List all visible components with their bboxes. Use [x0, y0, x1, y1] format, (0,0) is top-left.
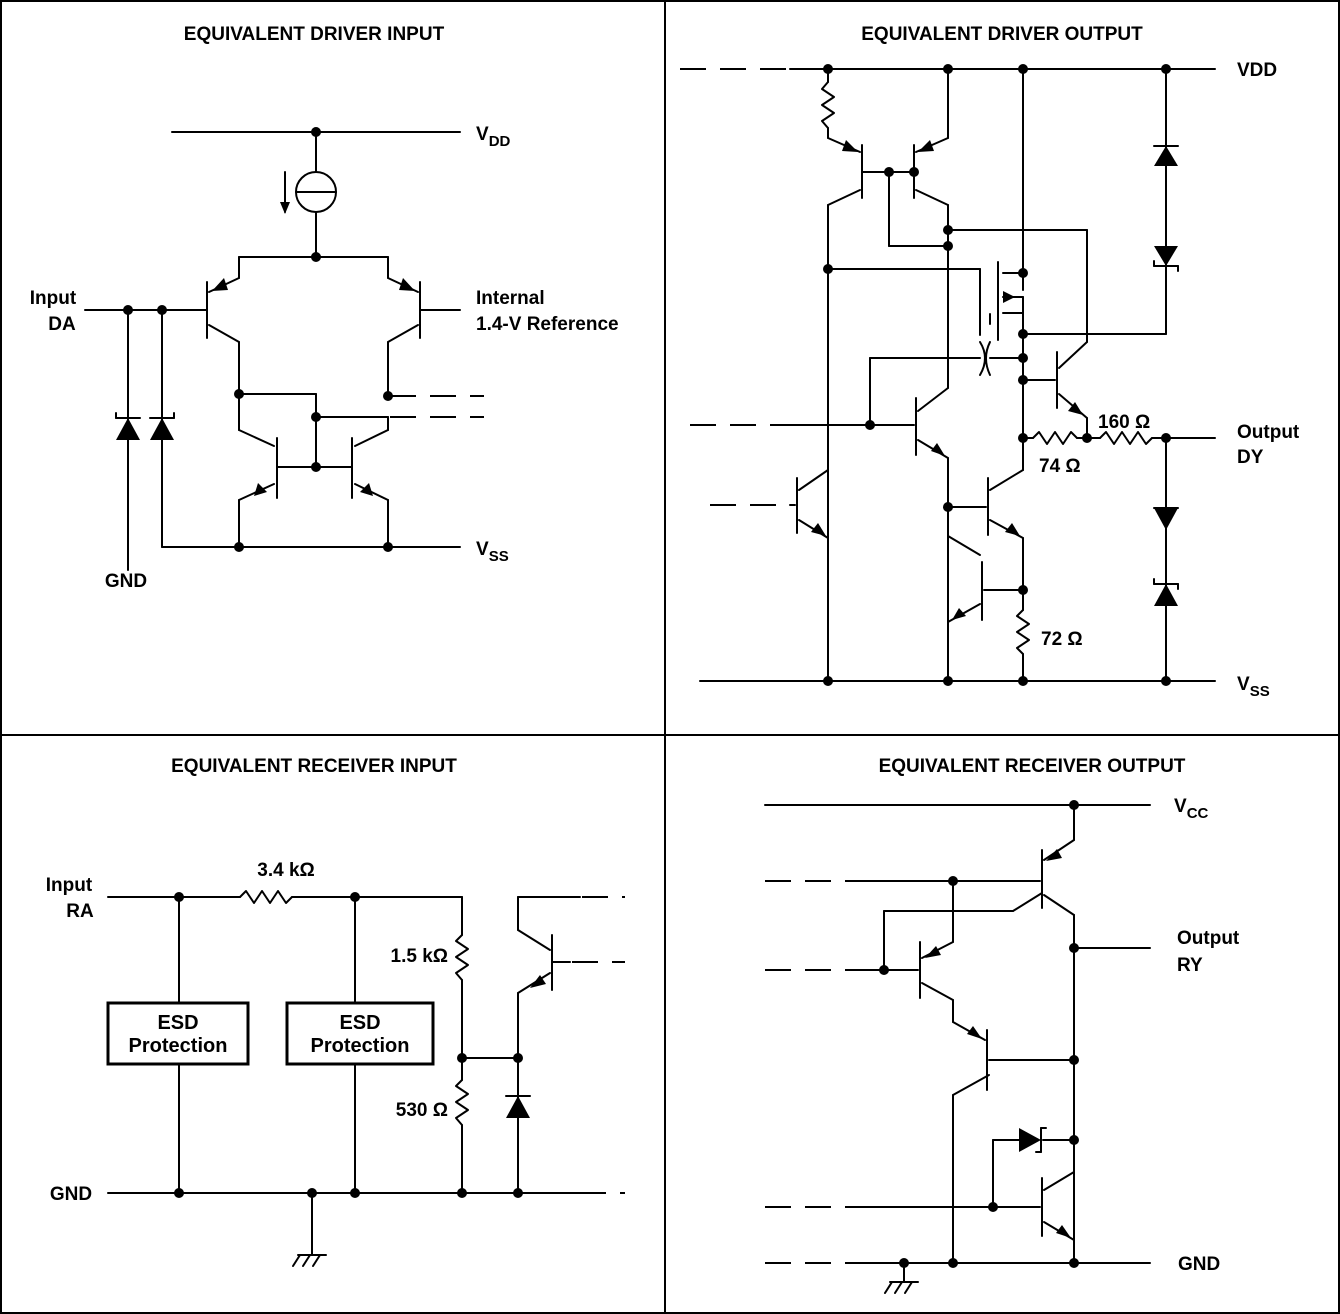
receiver-input-panel: EQUIVALENT RECEIVER INPUT [46, 756, 625, 1267]
output-pin-label: RY [1177, 955, 1203, 976]
driver-output-dashes [680, 68, 790, 506]
input-pin-label: RA [66, 901, 94, 922]
resistor-72-label: 72 Ω [1041, 629, 1083, 650]
receiver-input-title: EQUIVALENT RECEIVER INPUT [171, 756, 457, 777]
driver-input-panel: EQUIVALENT DRIVER INPUT [30, 24, 619, 592]
esd-protection-label: Protection [129, 1035, 228, 1057]
svg-text:VSS: VSS [1237, 674, 1270, 700]
gnd-label: GND [105, 571, 147, 592]
input-pin-label: DA [48, 314, 76, 335]
diode-icon [1154, 246, 1178, 266]
receiver-output-title: EQUIVALENT RECEIVER OUTPUT [879, 756, 1186, 777]
driver-input-dashes [390, 395, 484, 418]
receiver-output-nodes [879, 800, 1079, 1268]
diode-icon [1154, 584, 1178, 606]
receiver-input-wiring [107, 890, 601, 1267]
resistor-series-label: 3.4 kΩ [257, 860, 315, 881]
receiver-output-wiring [764, 804, 1151, 1294]
vcc-subscript: CC [1187, 805, 1209, 822]
reference-value-label: 1.4-V Reference [476, 314, 619, 335]
output-label: Output [1177, 928, 1240, 949]
driver-input-wiring [84, 131, 461, 571]
driver-input-title: EQUIVALENT DRIVER INPUT [184, 24, 445, 45]
diode-icon [116, 418, 140, 440]
esd-protection-box: ESD Protection [106, 1001, 250, 1066]
driver-input-arrows [116, 202, 415, 496]
esd-label: ESD [157, 1012, 198, 1034]
output-label: Output [1237, 422, 1300, 443]
esd-protection-box: ESD Protection [285, 1001, 435, 1066]
vss-subscript: SS [489, 548, 509, 565]
receiver-output-arrows [925, 849, 1071, 1238]
esd-protection-label: Protection [311, 1035, 410, 1057]
vdd-label: VDD [1237, 60, 1277, 81]
receiver-input-dashes [572, 896, 625, 1194]
diode-icon [1019, 1128, 1041, 1152]
receiver-output-panel: EQUIVALENT RECEIVER OUTPUT [764, 756, 1240, 1294]
vdd-label: V [476, 124, 489, 145]
svg-text:VDD: VDD [476, 124, 511, 150]
driver-output-nodes [823, 64, 1171, 686]
driver-output-arrows [811, 140, 1178, 620]
gnd-label: GND [50, 1184, 92, 1205]
resistor-bottom-label: 530 Ω [396, 1100, 448, 1121]
vss-label: V [1237, 674, 1250, 695]
diode-icon [1154, 508, 1178, 530]
receiver-output-dashes [765, 880, 850, 1264]
vss-subscript: SS [1250, 683, 1270, 700]
resistor-74-label: 74 Ω [1039, 456, 1081, 477]
resistor-top-label: 1.5 kΩ [391, 946, 449, 967]
svg-text:VCC: VCC [1174, 796, 1209, 822]
input-label: Input [46, 875, 93, 896]
reference-label: Internal [476, 288, 545, 309]
esd-label: ESD [339, 1012, 380, 1034]
driver-output-wiring [699, 68, 1216, 682]
driver-output-title: EQUIVALENT DRIVER OUTPUT [861, 24, 1143, 45]
diode-icon [150, 418, 174, 440]
gnd-label: GND [1178, 1254, 1220, 1275]
resistor-160-label: 160 Ω [1098, 412, 1150, 433]
output-pin-label: DY [1237, 447, 1264, 468]
input-label: Input [30, 288, 77, 309]
driver-output-panel: EQUIVALENT DRIVER OUTPUT [680, 24, 1300, 700]
diode-icon [1154, 146, 1178, 166]
vcc-label: V [1174, 796, 1187, 817]
vss-label: V [476, 539, 489, 560]
svg-text:VSS: VSS [476, 539, 509, 565]
vdd-subscript: DD [489, 133, 511, 150]
receiver-input-arrows [506, 975, 546, 1118]
diode-icon [506, 1096, 530, 1118]
